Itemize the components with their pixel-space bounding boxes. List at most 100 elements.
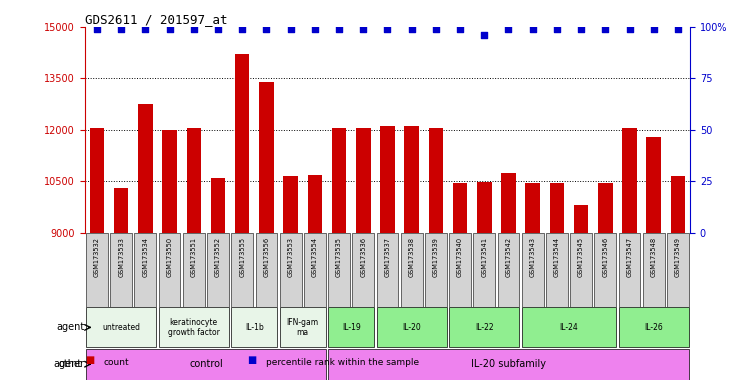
FancyBboxPatch shape bbox=[231, 233, 253, 306]
Bar bbox=[501, 173, 516, 233]
FancyBboxPatch shape bbox=[667, 233, 689, 306]
FancyBboxPatch shape bbox=[183, 233, 204, 306]
Text: agent: agent bbox=[57, 323, 85, 333]
Point bbox=[575, 26, 587, 32]
Text: GSM173551: GSM173551 bbox=[191, 237, 197, 276]
Text: GSM173535: GSM173535 bbox=[336, 237, 342, 276]
Bar bbox=[404, 126, 419, 233]
Point bbox=[382, 26, 393, 32]
Text: percentile rank within the sample: percentile rank within the sample bbox=[266, 358, 418, 367]
FancyBboxPatch shape bbox=[110, 233, 132, 306]
Text: GSM173540: GSM173540 bbox=[457, 237, 463, 277]
Bar bbox=[235, 55, 249, 233]
Bar bbox=[525, 183, 540, 233]
FancyBboxPatch shape bbox=[86, 308, 156, 348]
Bar bbox=[646, 137, 661, 233]
Point bbox=[139, 26, 151, 32]
Point bbox=[478, 32, 490, 38]
Text: agent: agent bbox=[53, 359, 81, 369]
Text: IL-26: IL-26 bbox=[644, 323, 663, 332]
Text: IL-20: IL-20 bbox=[402, 323, 421, 332]
Text: untreated: untreated bbox=[102, 323, 140, 332]
FancyBboxPatch shape bbox=[159, 233, 181, 306]
FancyBboxPatch shape bbox=[231, 308, 277, 348]
Point bbox=[333, 26, 345, 32]
FancyBboxPatch shape bbox=[86, 233, 108, 306]
Bar bbox=[114, 188, 128, 233]
Bar bbox=[259, 82, 274, 233]
FancyBboxPatch shape bbox=[207, 233, 229, 306]
Text: IL-19: IL-19 bbox=[342, 323, 361, 332]
Text: GSM173538: GSM173538 bbox=[409, 237, 415, 276]
FancyBboxPatch shape bbox=[328, 349, 689, 379]
FancyBboxPatch shape bbox=[449, 233, 471, 306]
Text: GSM173552: GSM173552 bbox=[215, 237, 221, 277]
Point bbox=[503, 26, 514, 32]
FancyBboxPatch shape bbox=[304, 233, 325, 306]
FancyBboxPatch shape bbox=[522, 308, 616, 348]
Point bbox=[188, 26, 200, 32]
FancyBboxPatch shape bbox=[570, 233, 592, 306]
Point bbox=[406, 26, 418, 32]
Point bbox=[212, 26, 224, 32]
Text: control: control bbox=[189, 359, 223, 369]
Bar bbox=[671, 176, 685, 233]
Bar bbox=[187, 128, 201, 233]
Point bbox=[672, 26, 684, 32]
Bar bbox=[429, 128, 443, 233]
Text: keratinocyte
growth factor: keratinocyte growth factor bbox=[168, 318, 220, 337]
Bar bbox=[356, 128, 370, 233]
Bar bbox=[138, 104, 153, 233]
Bar bbox=[283, 176, 298, 233]
Text: GSM173550: GSM173550 bbox=[167, 237, 173, 277]
Text: ■: ■ bbox=[247, 355, 257, 365]
Text: GSM173553: GSM173553 bbox=[288, 237, 294, 276]
Point bbox=[115, 26, 127, 32]
FancyBboxPatch shape bbox=[376, 233, 399, 306]
FancyBboxPatch shape bbox=[594, 233, 616, 306]
Point bbox=[624, 26, 635, 32]
Point bbox=[648, 26, 660, 32]
FancyBboxPatch shape bbox=[546, 233, 568, 306]
FancyBboxPatch shape bbox=[449, 308, 520, 348]
FancyBboxPatch shape bbox=[618, 308, 689, 348]
Bar bbox=[550, 183, 564, 233]
Text: IL-24: IL-24 bbox=[559, 323, 579, 332]
Text: GSM173541: GSM173541 bbox=[481, 237, 487, 276]
FancyBboxPatch shape bbox=[497, 233, 520, 306]
FancyBboxPatch shape bbox=[352, 233, 374, 306]
FancyBboxPatch shape bbox=[328, 308, 374, 348]
FancyBboxPatch shape bbox=[159, 308, 229, 348]
Text: GSM173554: GSM173554 bbox=[312, 237, 318, 277]
Text: IFN-gam
ma: IFN-gam ma bbox=[286, 318, 319, 337]
FancyBboxPatch shape bbox=[473, 233, 495, 306]
Point bbox=[309, 26, 321, 32]
Text: GSM173536: GSM173536 bbox=[360, 237, 366, 276]
FancyBboxPatch shape bbox=[376, 308, 446, 348]
Point bbox=[91, 26, 103, 32]
FancyBboxPatch shape bbox=[280, 308, 325, 348]
Bar bbox=[477, 182, 492, 233]
Text: GSM173549: GSM173549 bbox=[675, 237, 681, 276]
Text: GSM173537: GSM173537 bbox=[384, 237, 390, 276]
FancyBboxPatch shape bbox=[134, 233, 156, 306]
Text: GSM173555: GSM173555 bbox=[239, 237, 245, 277]
Bar bbox=[211, 178, 225, 233]
Text: GSM173533: GSM173533 bbox=[118, 237, 124, 276]
Text: GSM173534: GSM173534 bbox=[142, 237, 148, 276]
Text: GSM173543: GSM173543 bbox=[530, 237, 536, 276]
Text: GSM173548: GSM173548 bbox=[651, 237, 657, 277]
FancyBboxPatch shape bbox=[280, 233, 302, 306]
Text: GSM173556: GSM173556 bbox=[263, 237, 269, 277]
Point bbox=[551, 26, 563, 32]
Bar bbox=[332, 128, 346, 233]
FancyBboxPatch shape bbox=[86, 349, 325, 379]
Point bbox=[164, 26, 176, 32]
FancyBboxPatch shape bbox=[618, 233, 641, 306]
Point bbox=[236, 26, 248, 32]
Bar bbox=[598, 183, 613, 233]
FancyBboxPatch shape bbox=[255, 233, 277, 306]
Point bbox=[527, 26, 539, 32]
Text: IL-22: IL-22 bbox=[475, 323, 494, 332]
Point bbox=[430, 26, 442, 32]
